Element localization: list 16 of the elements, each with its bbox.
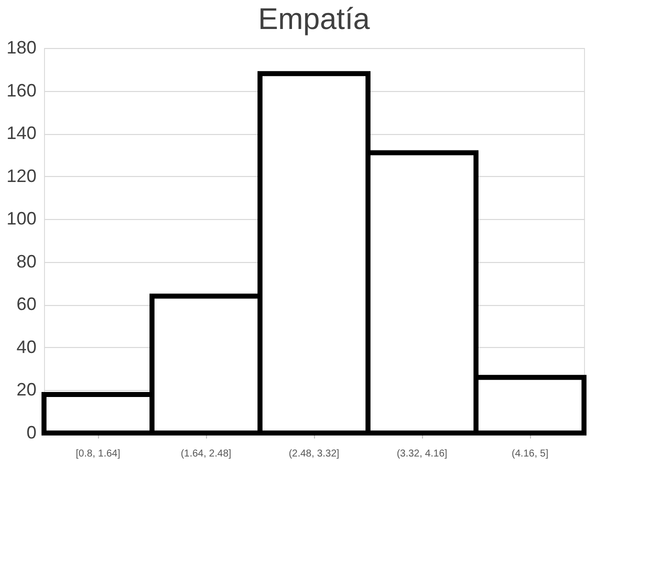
- y-tick-label: 60: [16, 294, 36, 314]
- y-tick-label: 140: [6, 123, 36, 144]
- y-tick-label: 0: [26, 422, 36, 442]
- x-tick-label: [0.8, 1.64]: [76, 448, 120, 460]
- x-tick-label: (1.64, 2.48]: [180, 448, 232, 460]
- y-tick-label: 20: [16, 380, 36, 400]
- y-tick-label: 40: [16, 336, 36, 357]
- y-tick-label: 100: [6, 208, 36, 229]
- y-tick-label: 120: [6, 166, 36, 186]
- chart-title: Empatía: [258, 3, 370, 36]
- x-tick-label: (2.48, 3.32]: [288, 448, 340, 460]
- y-tick-label: 180: [6, 38, 36, 58]
- x-tick-label: (4.16, 5]: [512, 448, 549, 460]
- x-tick-label: (3.32, 4.16]: [396, 448, 448, 460]
- y-tick-label: 80: [16, 251, 36, 272]
- y-tick-label: 160: [6, 80, 36, 100]
